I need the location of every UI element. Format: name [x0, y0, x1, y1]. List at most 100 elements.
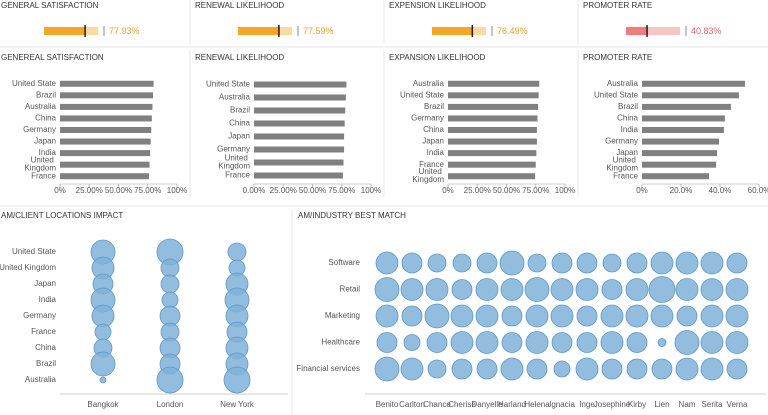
x-category-label: Serita	[702, 400, 723, 409]
bubble	[674, 330, 700, 355]
category-label: United State	[400, 90, 445, 99]
bubble	[648, 276, 676, 303]
bubble	[476, 252, 498, 274]
bubble	[650, 251, 674, 275]
bar	[448, 115, 538, 122]
bubble	[500, 278, 524, 301]
kpi-bar	[626, 27, 649, 35]
y-category-label: India	[39, 295, 57, 304]
bubble	[675, 357, 699, 381]
bubble	[675, 251, 699, 275]
bar	[448, 161, 536, 168]
bubble	[700, 331, 724, 354]
category-label: Germany	[217, 145, 250, 154]
bar	[448, 92, 539, 99]
x-category-label: Helena	[524, 400, 550, 409]
x-tick-label: 50.00%	[493, 186, 520, 195]
bubble	[501, 332, 523, 353]
category-label: Japan	[422, 137, 444, 146]
bar	[448, 150, 537, 157]
bubble	[375, 251, 399, 275]
x-tick-label: 40.0%	[709, 186, 732, 195]
bubble	[576, 332, 598, 353]
bar	[642, 161, 717, 168]
bar	[642, 138, 720, 145]
x-category-label: Ignacia	[549, 400, 575, 409]
bubble	[527, 253, 547, 273]
x-category-label: Cherise	[448, 400, 476, 409]
bar	[254, 172, 343, 179]
bubble	[726, 252, 748, 274]
x-category-label: Kirby	[628, 400, 646, 409]
bubble	[476, 358, 498, 380]
bubble	[726, 358, 748, 380]
bubble	[475, 304, 499, 328]
bar	[60, 103, 153, 110]
x-category-label: Inge	[579, 400, 595, 409]
kpi-title: PROMOTER RATE	[583, 1, 652, 10]
bar	[254, 133, 345, 140]
bubble	[452, 253, 472, 273]
kpi-title: GENERAL SATISFACTION	[1, 1, 99, 10]
bubble	[700, 251, 724, 275]
bubble	[374, 277, 400, 302]
bar	[448, 127, 537, 133]
kpi-value: 77.93%	[109, 26, 140, 36]
range-band	[626, 27, 680, 35]
category-label: Germany	[411, 114, 444, 123]
bubble	[401, 252, 423, 274]
bubble	[625, 304, 649, 328]
category-label: Brazil	[424, 102, 444, 111]
category-label: China	[617, 114, 638, 123]
category-label: Germany	[23, 125, 56, 134]
bubble	[499, 250, 525, 276]
category-label: United Kingdom	[24, 156, 56, 173]
x-tick-label: 50.00%	[299, 186, 326, 195]
bubble	[626, 358, 648, 380]
bar	[448, 103, 539, 110]
kpi-bar	[238, 27, 280, 35]
bubble	[401, 305, 423, 327]
bubble	[551, 332, 573, 353]
bubble	[450, 331, 474, 354]
chart-title: AM/INDUSTRY BEST MATCH	[298, 211, 406, 220]
kpi-value: 77.59%	[303, 26, 334, 36]
bubble	[374, 356, 400, 382]
chart-title: PROMOTER RATE	[583, 53, 652, 62]
bar	[254, 94, 346, 101]
x-category-label: Lien	[654, 400, 669, 409]
bubble	[427, 359, 447, 379]
y-category-label: Brazil	[36, 359, 56, 368]
bubble	[94, 323, 112, 341]
bubble	[625, 278, 649, 301]
bubble	[525, 304, 549, 328]
x-category-label: Verna	[727, 400, 748, 409]
bubble	[600, 304, 624, 328]
category-label: Japan	[616, 148, 638, 157]
category-label: India	[621, 125, 639, 134]
bubble	[626, 332, 648, 353]
bubble	[700, 357, 724, 381]
x-tick-label: 0%	[54, 186, 66, 195]
bar	[254, 107, 346, 114]
y-category-label: Marketing	[325, 311, 360, 320]
category-label: Australia	[607, 79, 639, 88]
bar	[60, 138, 151, 145]
x-tick-label: 25.00%	[270, 186, 297, 195]
bar	[254, 159, 344, 166]
category-label: United State	[206, 80, 251, 89]
bubble	[450, 304, 474, 328]
category-label: France	[613, 171, 638, 180]
category-label: United State	[12, 79, 57, 88]
bubble	[575, 278, 599, 301]
bar	[448, 138, 537, 145]
bubble	[160, 274, 180, 294]
x-tick-label: 0%	[442, 186, 454, 195]
category-label: France	[31, 171, 56, 180]
bubble	[650, 304, 674, 328]
bubble	[451, 358, 473, 380]
bubble	[400, 278, 424, 301]
y-category-label: France	[31, 327, 56, 336]
